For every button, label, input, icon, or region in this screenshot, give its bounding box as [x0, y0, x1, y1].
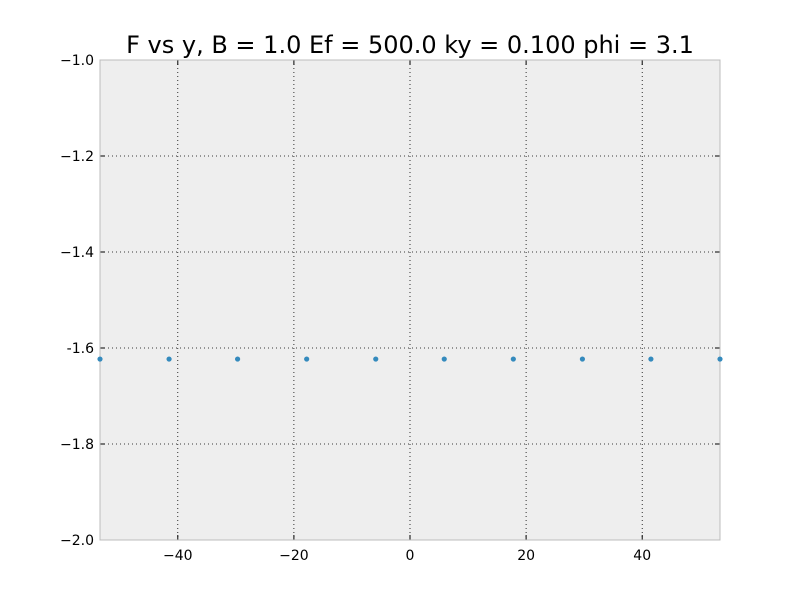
x-tick-label: −40 — [163, 548, 193, 564]
x-tick-label: 20 — [517, 548, 535, 564]
data-point — [373, 356, 379, 362]
data-point — [234, 356, 241, 362]
data-point — [579, 356, 586, 362]
plot-frame — [99, 59, 721, 541]
data-point — [97, 356, 103, 362]
y-tick-label: −1.2 — [60, 149, 94, 165]
x-tick-label: −20 — [279, 548, 309, 564]
y-tick-label: −1.4 — [60, 245, 94, 261]
chart-title: F vs y, B = 1.0 Ef = 500.0 ky = 0.100 ph… — [126, 31, 694, 59]
y-tick-labels: −1.0 −1.2 −1.4 -1.6 −1.8 −2.0 — [60, 53, 94, 549]
y-tick-label: −2.0 — [60, 533, 94, 549]
y-tick-label: -1.6 — [67, 341, 94, 357]
x-tick-label: 0 — [406, 548, 415, 564]
data-point — [441, 356, 447, 362]
data-point — [166, 356, 172, 362]
data-point — [717, 356, 723, 362]
x-tick-label: 40 — [633, 548, 651, 564]
x-tick-labels: −40 −20 0 20 40 — [163, 548, 651, 564]
y-tick-label: −1.8 — [60, 437, 94, 453]
data-points — [97, 356, 723, 362]
data-point — [304, 356, 310, 362]
data-point — [510, 356, 516, 362]
data-point — [648, 356, 654, 362]
y-tick-label: −1.0 — [60, 53, 94, 69]
